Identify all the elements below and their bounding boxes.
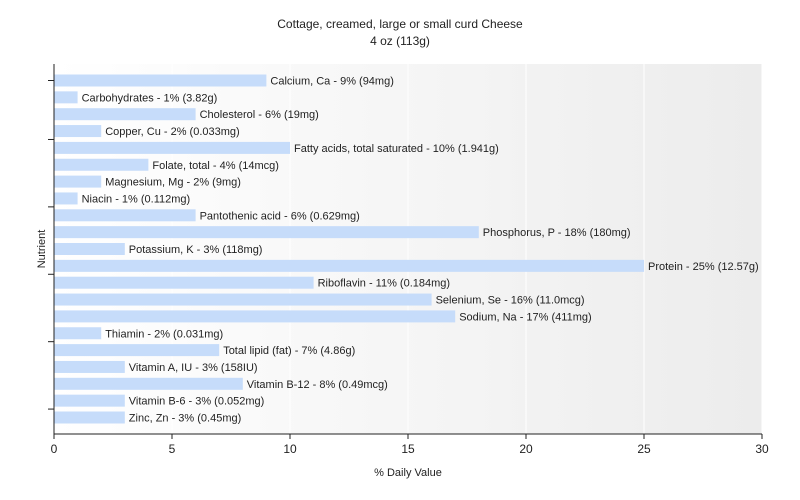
bar-label: Selenium, Se - 16% (11.0mcg) [436, 295, 585, 307]
bar [54, 344, 220, 357]
bar [54, 293, 432, 306]
bar [54, 310, 456, 323]
bar-label: Pantothenic acid - 6% (0.629mg) [200, 210, 360, 222]
bar-label: Riboflavin - 11% (0.184mg) [318, 278, 450, 290]
bar [54, 108, 196, 121]
bar-label: Sodium, Na - 17% (411mg) [459, 311, 591, 323]
bar-label: Carbohydrates - 1% (3.82g) [82, 92, 218, 104]
x-tick-label: 20 [519, 442, 533, 456]
bar-label: Vitamin B-12 - 8% (0.49mcg) [247, 379, 388, 391]
bar-label: Magnesium, Mg - 2% (9mg) [105, 177, 241, 189]
bar-labels: Calcium, Ca - 9% (94mg) Carbohydrates - 1… [82, 76, 759, 425]
x-tick-label: 5 [169, 442, 176, 456]
bar [54, 175, 102, 188]
bar-label: Fatty acids, total saturated - 10% (1.94… [294, 143, 499, 155]
chart-subtitle: 4 oz (113g) [370, 34, 430, 48]
bar [54, 360, 125, 373]
bars [54, 74, 644, 424]
y-axis-title: Nutrient [36, 230, 48, 269]
chart-title: Cottage, creamed, large or small curd Ch… [277, 17, 523, 31]
bar-label: Folate, total - 4% (14mcg) [152, 160, 279, 172]
bar [54, 74, 267, 87]
grid [171, 64, 763, 434]
bar [54, 327, 102, 340]
y-ticks [48, 80, 54, 410]
x-ticks: 0 5 10 15 20 25 30 [51, 434, 769, 456]
bar [54, 209, 196, 222]
bar-label: Copper, Cu - 2% (0.033mg) [105, 126, 240, 138]
bar [54, 276, 314, 289]
bar-label: Zinc, Zn - 3% (0.45mg) [129, 413, 241, 425]
bar-label: Vitamin B-6 - 3% (0.052mg) [129, 396, 265, 408]
bar [54, 259, 644, 272]
x-axis-title: % Daily Value [374, 467, 442, 479]
bar [54, 158, 149, 171]
bar-label: Potassium, K - 3% (118mg) [129, 244, 263, 256]
bar-label: Total lipid (fat) - 7% (4.86g) [223, 345, 355, 357]
bar-label: Niacin - 1% (0.112mg) [82, 193, 191, 205]
bar-label: Protein - 25% (12.57g) [648, 261, 759, 273]
x-tick-label: 25 [637, 442, 651, 456]
bar [54, 91, 78, 104]
bar [54, 411, 125, 424]
bar-label: Cholesterol - 6% (19mg) [200, 109, 319, 121]
bar [54, 394, 125, 407]
x-tick-label: 0 [51, 442, 58, 456]
bar-label: Thiamin - 2% (0.031mg) [105, 328, 223, 340]
bar [54, 243, 125, 255]
bar [54, 125, 102, 138]
x-tick-label: 30 [755, 442, 769, 456]
bar [54, 141, 290, 154]
x-tick-label: 15 [401, 442, 415, 456]
x-tick-label: 10 [283, 442, 297, 456]
bar-label: Vitamin A, IU - 3% (158IU) [129, 362, 258, 374]
bar [54, 192, 78, 205]
bar-label: Calcium, Ca - 9% (94mg) [270, 76, 393, 88]
bar-label: Phosphorus, P - 18% (180mg) [483, 227, 631, 239]
bar [54, 226, 479, 239]
bar [54, 377, 243, 390]
